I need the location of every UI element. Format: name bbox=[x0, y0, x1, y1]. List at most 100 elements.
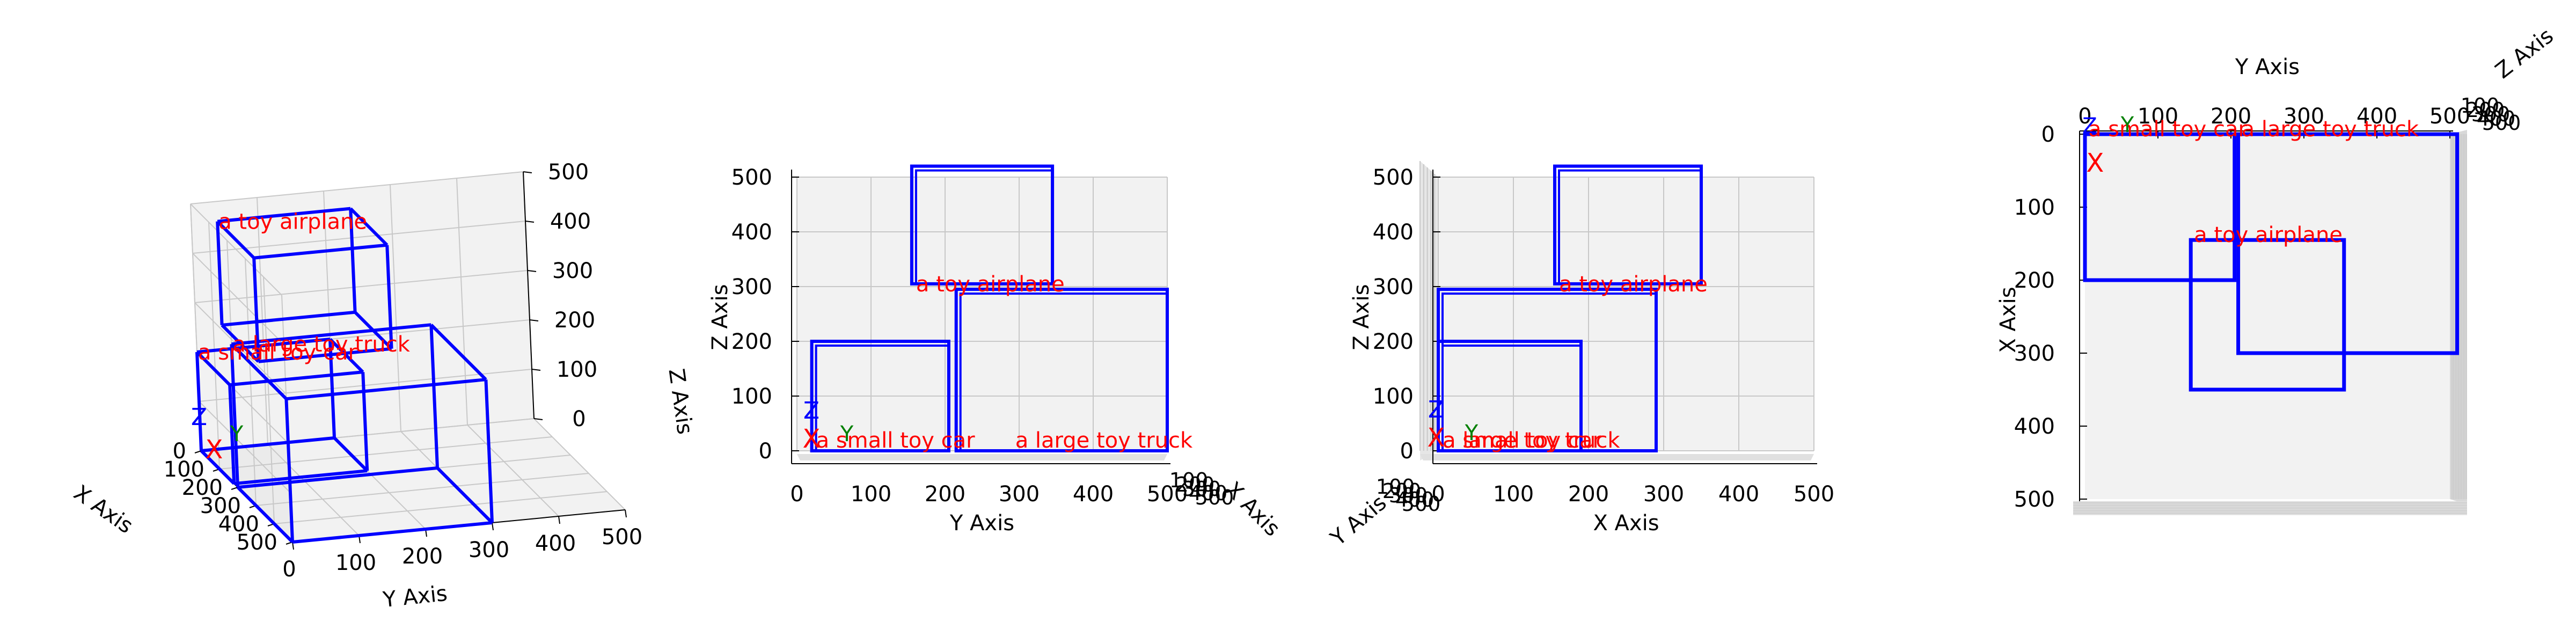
x-tick-label: 100 bbox=[2138, 104, 2178, 129]
y-tick-mark bbox=[625, 509, 627, 518]
x-tick-label: 100 bbox=[164, 457, 204, 482]
depth-tick-label: 200 bbox=[1176, 473, 1215, 496]
x-tick-label: 300 bbox=[200, 494, 241, 518]
marker-x-label: X bbox=[206, 435, 223, 465]
box-label: a small toy car bbox=[2088, 117, 2248, 142]
x-tick-label: 300 bbox=[999, 482, 1040, 507]
depth-tick-label: 400 bbox=[1395, 488, 1435, 511]
marker-z-label: Z bbox=[1428, 396, 1444, 423]
box-edge bbox=[286, 378, 486, 401]
y-tick-label: 300 bbox=[731, 275, 772, 299]
box-edge bbox=[385, 245, 393, 349]
box-edge bbox=[333, 436, 369, 472]
grid-line bbox=[190, 171, 524, 204]
x-tick-label: 0 bbox=[2078, 104, 2091, 129]
marker-z-label: Z bbox=[803, 397, 819, 425]
box-outline bbox=[2083, 132, 2237, 282]
y-tick-label: 300 bbox=[2014, 341, 2055, 366]
box-edge bbox=[222, 310, 355, 327]
depth-tick-label: 300 bbox=[2471, 103, 2511, 126]
box-outline-depth bbox=[1441, 345, 1582, 452]
box-edge bbox=[328, 339, 336, 438]
y-tick-label: 200 bbox=[1373, 330, 1414, 354]
z-axis-title: Z Axis bbox=[664, 367, 698, 436]
marker-x-label: X bbox=[2087, 148, 2104, 178]
y-tick-label: 0 bbox=[1400, 439, 1414, 464]
grid-line bbox=[190, 203, 282, 296]
x-tick-label: 0 bbox=[1431, 482, 1445, 507]
x-tick-label: 200 bbox=[2211, 104, 2251, 129]
box-outline-depth bbox=[815, 345, 950, 452]
box-edge bbox=[216, 221, 224, 325]
pane-floor bbox=[797, 454, 1167, 460]
x-tick-label: 0 bbox=[173, 439, 186, 464]
y-axis-title: Y Axis bbox=[382, 581, 449, 612]
box-edge bbox=[430, 324, 487, 381]
grid-line bbox=[194, 270, 528, 303]
box-outline-depth bbox=[959, 292, 1168, 452]
box-outline-depth bbox=[914, 169, 1054, 285]
x-axis-title: Y Axis bbox=[2235, 55, 2300, 79]
box-edge bbox=[217, 207, 351, 223]
x-axis-title: X Axis bbox=[1593, 511, 1659, 536]
marker-z-label: Z bbox=[191, 404, 207, 431]
box-edge bbox=[237, 466, 438, 489]
grid-line bbox=[192, 221, 526, 254]
box-label: a large toy truck bbox=[2242, 117, 2419, 142]
box-edge bbox=[236, 486, 294, 544]
z-tick-mark bbox=[531, 369, 541, 371]
depth-tick-label: 500 bbox=[1195, 486, 1234, 509]
grid-line bbox=[274, 491, 608, 524]
y-tick-label: 500 bbox=[602, 525, 642, 550]
x-tick-label: 100 bbox=[851, 482, 891, 507]
z-tick-mark bbox=[533, 418, 543, 420]
box-edge bbox=[328, 338, 364, 374]
depth-tick-label: 400 bbox=[2477, 107, 2516, 130]
x-tick-label: 300 bbox=[2284, 104, 2324, 129]
box-outline bbox=[2236, 132, 2460, 355]
z-tick-label: 400 bbox=[550, 209, 591, 234]
y-tick-label: 300 bbox=[1373, 275, 1414, 299]
x-tick-label: 300 bbox=[1643, 482, 1684, 507]
depth-tick-label: 100 bbox=[1169, 469, 1209, 492]
box-label: a toy airplane bbox=[218, 210, 367, 235]
box-edge bbox=[230, 344, 239, 488]
y-axis-title: Z Axis bbox=[1349, 284, 1374, 350]
y-tick-label: 100 bbox=[2014, 195, 2055, 220]
box-outline-depth bbox=[1558, 169, 1702, 285]
y-tick-label: 400 bbox=[535, 531, 576, 556]
pane-back bbox=[797, 177, 1167, 451]
pane-side bbox=[1420, 161, 1438, 460]
x-axis-title: Y Axis bbox=[949, 511, 1014, 536]
marker-x-label: X bbox=[1428, 423, 1445, 453]
box-label: a toy airplane bbox=[2194, 223, 2343, 247]
grid-line bbox=[255, 473, 589, 506]
x-tick-label: 500 bbox=[1147, 482, 1188, 507]
depth-tick-label: 500 bbox=[1402, 492, 1441, 516]
box-label: a small toy car bbox=[816, 428, 976, 453]
y-tick-label: 100 bbox=[1373, 384, 1414, 409]
y-tick-label: 200 bbox=[731, 330, 772, 354]
depth-tick-label: 200 bbox=[1382, 479, 1422, 503]
depth-tick-label: 400 bbox=[1189, 481, 1228, 505]
z-tick-label: 0 bbox=[572, 407, 586, 431]
x-tick-label: 200 bbox=[1568, 482, 1609, 507]
pane-floor bbox=[2073, 501, 2467, 515]
grid-line bbox=[467, 425, 559, 517]
pane-floor bbox=[201, 419, 625, 542]
x-tick-label: 400 bbox=[218, 512, 259, 537]
box-edge bbox=[229, 370, 363, 387]
depth-tick-label: 200 bbox=[2466, 98, 2505, 122]
marker-x-label: X bbox=[803, 424, 821, 454]
y-axis-title: X Axis bbox=[1996, 287, 2021, 353]
y-tick-label: 0 bbox=[2041, 122, 2055, 147]
box-label: a large toy truck bbox=[1443, 428, 1620, 453]
grid-line bbox=[219, 436, 553, 470]
y-axis-title: Z Axis bbox=[708, 284, 733, 350]
x-tick-label: 500 bbox=[2429, 104, 2470, 129]
